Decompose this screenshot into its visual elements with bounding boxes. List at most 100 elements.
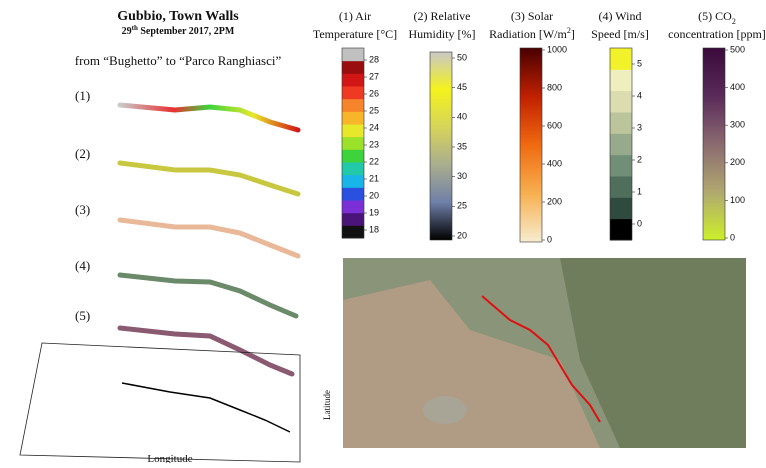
- tick-label: 300: [730, 120, 745, 130]
- colorbar-title: (5) CO2: [698, 9, 736, 26]
- tick-label: 45: [457, 82, 467, 92]
- colorbar-segment: [342, 213, 364, 226]
- colorbar-title: (1) Air: [339, 9, 371, 23]
- colorbar-segment: [610, 155, 632, 177]
- colorbar-title: Speed [m/s]: [591, 27, 649, 41]
- colorbar-segment: [342, 99, 364, 112]
- tick-label: 2: [637, 154, 642, 164]
- tick-label: 27: [369, 71, 379, 81]
- date: 29th September 2017, 2PM: [122, 24, 235, 37]
- tick-label: 19: [369, 207, 379, 217]
- track-label: (2): [75, 146, 90, 161]
- track-labels: (1) (2) (3) (4) (5): [75, 88, 90, 323]
- y-label: Latitude: [322, 390, 332, 420]
- track: [120, 220, 298, 256]
- tick-label: 0: [547, 234, 552, 244]
- track: [120, 105, 298, 130]
- colorbar-segment: [342, 137, 364, 150]
- tick-label: 25: [369, 105, 379, 115]
- tick-label: 600: [547, 120, 562, 130]
- tick-label: 200: [730, 157, 745, 167]
- track-label: (3): [75, 202, 90, 217]
- colorbar-title: (3) Solar: [511, 9, 553, 23]
- tick-label: 0: [730, 232, 735, 242]
- colorbar-segment: [610, 48, 632, 70]
- colorbar-title: concentration [ppm]: [668, 27, 766, 41]
- tick-label: 40: [457, 112, 467, 122]
- tick-label: 20: [457, 230, 467, 240]
- tick-label: 35: [457, 141, 467, 151]
- colorbar-segment: [342, 111, 364, 124]
- colorbar-segment: [610, 91, 632, 113]
- tick-label: 1: [637, 186, 642, 196]
- tick-label: 0: [637, 218, 642, 228]
- ground-track: [122, 383, 290, 432]
- tick-label: 200: [547, 196, 562, 206]
- colorbar-segment: [342, 86, 364, 99]
- tick-label: 24: [369, 122, 379, 132]
- track: [120, 275, 296, 316]
- map: [343, 258, 746, 448]
- tick-label: 1000: [547, 44, 567, 54]
- tick-label: 3: [637, 122, 642, 132]
- tick-label: 23: [369, 139, 379, 149]
- date-rest: September 2017, 2PM: [138, 26, 235, 37]
- theatre: [423, 396, 467, 424]
- track-label: (5): [75, 308, 90, 323]
- tick-label: 500: [730, 44, 745, 54]
- colorbar-title: (4) Wind: [599, 9, 642, 23]
- colorbar-segment: [610, 197, 632, 219]
- title-sub: 2: [732, 17, 736, 26]
- colorbar-title: Radiation [W/m2]: [489, 26, 575, 41]
- track-label: (1): [75, 88, 90, 103]
- title-part: Radiation [W/m: [489, 27, 567, 41]
- track: [120, 163, 298, 194]
- colorbar-title: Humidity [%]: [409, 27, 476, 41]
- colorbar-segment: [342, 61, 364, 74]
- track-label: (4): [75, 258, 90, 273]
- colorbar-segment: [610, 133, 632, 155]
- tick-label: 800: [547, 82, 562, 92]
- colorbar-segment: [610, 219, 632, 241]
- tick-label: 20: [369, 190, 379, 200]
- title-part: (5) CO: [698, 9, 732, 23]
- colorbar-segment: [342, 175, 364, 188]
- tick-label: 25: [457, 201, 467, 211]
- tick-label: 18: [369, 224, 379, 234]
- tick-label: 30: [457, 171, 467, 181]
- x-label: Longitude: [147, 453, 192, 463]
- tick-label: 400: [547, 158, 562, 168]
- colorbar-segment: [342, 48, 364, 61]
- colorbar-segment: [342, 73, 364, 86]
- colorbar-fill: [703, 48, 725, 240]
- tick-label: 28: [369, 54, 379, 64]
- route: from “Bughetto” to “Parco Ranghiasci”: [75, 53, 282, 68]
- colorbar-segment: [342, 149, 364, 162]
- colorbar-segment: [342, 200, 364, 213]
- colorbar-segment: [610, 112, 632, 134]
- figure: Gubbio, Town Walls 29th September 2017, …: [0, 0, 766, 463]
- tick-label: 26: [369, 88, 379, 98]
- colorbar-fill: [430, 52, 452, 240]
- colorbar-segment: [342, 225, 364, 238]
- title: Gubbio, Town Walls: [117, 9, 239, 24]
- colorbar-segment: [610, 69, 632, 91]
- tick-label: 100: [730, 195, 745, 205]
- tracks: [120, 105, 298, 374]
- colorbar-title: Temperature [°C]: [313, 27, 397, 41]
- tick-label: 50: [457, 52, 467, 62]
- title-part: ]: [571, 27, 575, 41]
- date-day: 29: [122, 26, 132, 37]
- colorbar-segment: [610, 176, 632, 198]
- colorbars: (1) AirTemperature [°C]18192021222324252…: [313, 9, 766, 244]
- tick-label: 400: [730, 82, 745, 92]
- tick-label: 5: [637, 58, 642, 68]
- colorbar-fill: [520, 48, 542, 242]
- tick-label: 21: [369, 173, 379, 183]
- tick-label: 4: [637, 90, 642, 100]
- tick-label: 22: [369, 156, 379, 166]
- colorbar-title: (2) Relative: [414, 9, 471, 23]
- colorbar-segment: [342, 162, 364, 175]
- colorbar-segment: [342, 124, 364, 137]
- colorbar-segment: [342, 187, 364, 200]
